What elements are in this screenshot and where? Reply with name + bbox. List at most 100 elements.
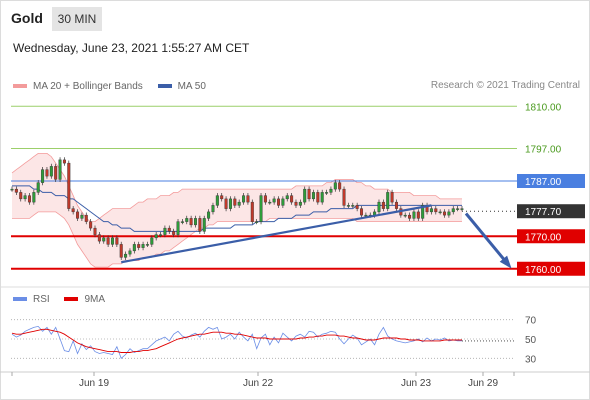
candle-body <box>128 250 132 255</box>
candle-body <box>390 192 394 203</box>
candle-body <box>10 188 14 191</box>
legend-label-ma50: MA 50 <box>177 80 206 92</box>
candle-body <box>159 234 163 236</box>
candle-body <box>106 237 110 245</box>
chart-header: Gold 30 MIN <box>0 0 590 34</box>
level-tag-1760.00 <box>517 261 585 276</box>
candle-body <box>137 244 141 248</box>
level-label-1810.00: 1810.00 <box>525 102 562 113</box>
timeframe-button[interactable]: 30 MIN <box>52 7 102 31</box>
candle-body <box>185 218 189 222</box>
rsi-tick-label-50: 50 <box>525 335 537 346</box>
candle-body <box>263 195 267 203</box>
ma50-swatch <box>157 84 172 88</box>
legend-label-rsi-ma: 9MA <box>84 293 106 305</box>
candle-body <box>180 221 184 223</box>
candle-body <box>237 201 241 206</box>
candle-body <box>202 218 206 232</box>
candle-body <box>364 214 368 217</box>
candle-body <box>193 218 197 226</box>
candle-body <box>224 198 228 209</box>
candle-body <box>233 198 237 206</box>
candle-body <box>62 159 66 164</box>
candle-body <box>316 192 320 203</box>
candle-body <box>250 201 254 222</box>
rsi-ma-line <box>11 328 462 353</box>
candle-body <box>189 218 193 226</box>
candle-body <box>76 211 80 219</box>
candle-body <box>447 211 451 216</box>
candle-body <box>49 166 53 177</box>
candle-body <box>141 244 145 248</box>
candle-body <box>320 192 324 203</box>
candle-body <box>408 214 412 219</box>
candle-body <box>89 221 93 229</box>
candle-body <box>67 162 71 209</box>
candle-body <box>412 211 416 219</box>
candle-body <box>228 198 232 209</box>
candle-body <box>290 195 294 203</box>
candle-body <box>281 198 285 206</box>
candle-body <box>172 231 176 235</box>
candle-body <box>163 227 167 235</box>
candle-body <box>338 182 342 190</box>
candle-body <box>154 234 158 239</box>
candle-body <box>298 201 302 206</box>
candle-body <box>102 237 106 242</box>
candle-body <box>333 182 337 190</box>
candle-body <box>294 201 298 206</box>
legend-item-rsi: RSI <box>13 294 50 305</box>
candle-body <box>176 221 180 235</box>
candle-body <box>360 208 364 216</box>
candle-body <box>27 195 31 203</box>
candle-body <box>377 201 381 213</box>
candle-body <box>36 182 40 193</box>
rsi-legend: RSI 9MA <box>13 293 117 305</box>
candle-body <box>434 208 438 213</box>
candle-body <box>58 159 62 180</box>
candle-body <box>386 192 390 209</box>
candle-body <box>259 195 263 222</box>
forecast-arrow-shaft <box>464 212 511 267</box>
time-tick-label: Jun 19 <box>79 378 109 389</box>
candle-body <box>438 211 442 214</box>
level-label-1760.00: 1760.00 <box>525 265 562 276</box>
rsi-tick-label-70: 70 <box>525 316 537 327</box>
candle-body <box>403 214 407 217</box>
level-label-1770.00: 1770.00 <box>525 232 562 243</box>
candle-body <box>207 211 211 219</box>
candle-body <box>93 227 97 235</box>
candle-body <box>246 195 250 203</box>
candle-body <box>394 201 398 209</box>
rsi-tick-label-30: 30 <box>525 354 537 365</box>
candle-body <box>451 208 455 213</box>
price-legend: MA 20 + Bollinger Bands MA 50 <box>13 80 218 92</box>
candle-body <box>14 188 18 193</box>
level-tag-1770.00 <box>517 229 585 244</box>
candle-body <box>346 205 350 207</box>
candle-body <box>311 192 315 200</box>
candle-body <box>307 188 311 200</box>
level-label-1797.00: 1797.00 <box>525 145 562 156</box>
support-trendline <box>121 204 432 264</box>
candle-body <box>342 188 346 206</box>
level-tag-1777.70 <box>517 204 585 219</box>
rsi-line <box>11 325 462 359</box>
level-tag-1787.00 <box>517 174 585 188</box>
candle-body <box>268 201 272 204</box>
rsi-ma-swatch <box>64 297 79 301</box>
candle-body <box>421 205 425 219</box>
candle-body <box>80 214 84 219</box>
instrument-title: Gold <box>11 10 43 26</box>
candle-body <box>84 214 88 222</box>
bollinger-band-fill <box>12 153 462 268</box>
candle-body <box>215 195 219 206</box>
candle-body <box>54 166 58 180</box>
candle-body <box>167 227 171 232</box>
candle-body <box>32 192 36 203</box>
candle-body <box>220 195 224 200</box>
legend-label-bollinger: MA 20 + Bollinger Bands <box>33 80 143 92</box>
legend-item-ma50: MA 50 <box>157 80 206 92</box>
candle-body <box>145 244 149 246</box>
